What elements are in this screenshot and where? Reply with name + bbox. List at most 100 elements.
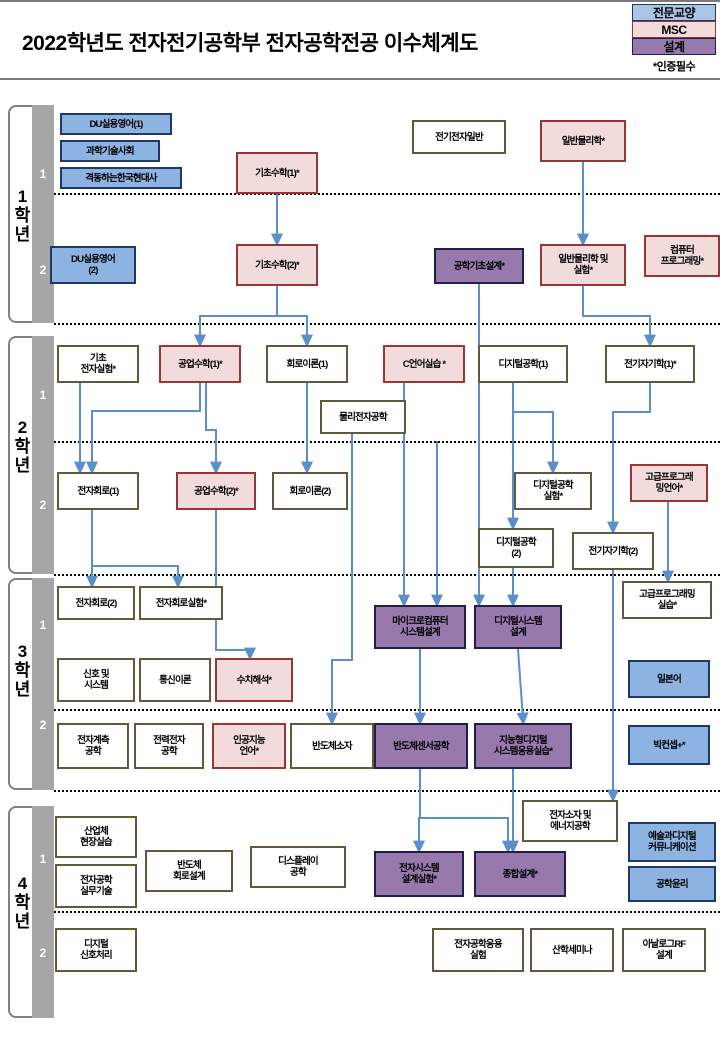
- course-box[interactable]: 고급프로그래밍 실습*: [622, 581, 712, 619]
- year-group-2: 2 학 년 1 2: [8, 336, 54, 574]
- course-box[interactable]: 일반물리학 및 실험*: [540, 244, 626, 286]
- course-box[interactable]: 기초수학(2)*: [236, 244, 318, 286]
- year-band: [32, 578, 54, 790]
- year-label-line: 학: [14, 206, 31, 225]
- course-label: 전력전자 공학: [153, 735, 186, 757]
- course-box[interactable]: 기초수학(1)*: [236, 152, 318, 194]
- course-label: 물리전자공학: [339, 411, 387, 423]
- year-group-3: 3 학 년 1 2: [8, 578, 54, 790]
- course-box[interactable]: 디지털 신호처리: [55, 928, 137, 972]
- course-box[interactable]: 반도체소자: [290, 723, 374, 769]
- course-label: 전자소자 및 에너지공학: [549, 810, 591, 832]
- course-label: 격동하는한국현대사: [85, 172, 157, 184]
- course-box[interactable]: 격동하는한국현대사: [60, 167, 182, 189]
- course-box[interactable]: 지능형디지털 시스템응용실습*: [474, 723, 572, 769]
- course-box[interactable]: 디지털시스템 설계: [474, 605, 562, 649]
- course-box[interactable]: 전자회로(1): [57, 472, 139, 510]
- course-box[interactable]: 마이크로컴퓨터 시스템설계: [374, 605, 466, 649]
- course-label: 아날로그RF 설계: [642, 939, 687, 961]
- legend-item-design: 설계: [632, 38, 716, 55]
- course-box[interactable]: 통신이론: [139, 658, 211, 702]
- semester-label-1-2: 2: [39, 263, 47, 277]
- course-box[interactable]: 아날로그RF 설계: [622, 928, 706, 972]
- year-group-4: 4 학 년 1 2: [8, 806, 54, 1018]
- course-box[interactable]: 빅컨셉+*: [628, 725, 710, 765]
- course-label: 고급프로그래 밍언어*: [645, 472, 693, 494]
- course-box[interactable]: 전기자기학(2): [572, 532, 654, 570]
- course-box[interactable]: 디지털공학(1): [478, 345, 568, 383]
- semester-label-3-1: 1: [39, 618, 47, 632]
- year-band: [32, 105, 54, 323]
- course-label: 회로이론(2): [289, 485, 332, 497]
- course-label: 인공지능 언어*: [233, 735, 266, 757]
- year-label-line: 3: [17, 642, 27, 661]
- course-box[interactable]: 전자회로실험*: [139, 586, 223, 620]
- course-label: C언어실습 *: [402, 358, 446, 370]
- course-box[interactable]: 산학세미나: [530, 928, 614, 972]
- course-box[interactable]: 전기자기학(1)*: [605, 345, 695, 383]
- course-box[interactable]: 전기전자일반: [412, 120, 506, 154]
- course-box[interactable]: 컴퓨터 프로그래밍*: [644, 235, 720, 277]
- course-label: 일반물리학*: [561, 135, 605, 147]
- course-box[interactable]: 일반물리학*: [540, 120, 626, 162]
- year-group-1: 1 학 년 1 2: [8, 105, 54, 323]
- course-box[interactable]: 일본어: [628, 660, 710, 698]
- course-box[interactable]: 반도체센서공학: [374, 723, 468, 769]
- course-box[interactable]: 전자소자 및 에너지공학: [522, 800, 618, 842]
- course-box[interactable]: 산업체 현장실습: [55, 816, 137, 858]
- course-box[interactable]: 회로이론(2): [272, 472, 348, 510]
- course-label: 신호 및 시스템: [83, 669, 109, 691]
- course-box[interactable]: 공학기초설계*: [434, 248, 524, 284]
- course-box[interactable]: 수치해석*: [215, 658, 293, 702]
- course-box[interactable]: 물리전자공학: [320, 400, 406, 434]
- course-box[interactable]: 기초 전자실험*: [57, 345, 139, 383]
- year-label-1: 1 학 년: [10, 187, 34, 244]
- course-box[interactable]: DU실용영어(1): [60, 113, 172, 135]
- course-box[interactable]: 전력전자 공학: [134, 723, 204, 769]
- course-box[interactable]: 전자시스템 설계실험*: [374, 851, 464, 897]
- page-title: 2022학년도 전자전기공학부 전자공학전공 이수체계도: [22, 32, 478, 55]
- course-box[interactable]: DU실용영어 (2): [50, 246, 136, 284]
- course-label: 기초수학(1)*: [255, 167, 300, 179]
- course-box[interactable]: 디지털공학 실험*: [514, 472, 592, 510]
- course-label: 디지털공학 (2): [496, 537, 536, 559]
- course-box[interactable]: 공업수학(2)*: [176, 472, 256, 510]
- course-box[interactable]: 인공지능 언어*: [212, 723, 286, 769]
- course-label: 반도체센서공학: [393, 740, 449, 752]
- year-band: [32, 806, 54, 1018]
- course-box[interactable]: 공업수학(1)*: [159, 345, 241, 383]
- course-box[interactable]: 회로이론(1): [266, 345, 348, 383]
- course-label: 디지털공학 실험*: [533, 480, 573, 502]
- course-box[interactable]: 전자계측 공학: [57, 723, 129, 769]
- year-label-line: 2: [17, 418, 27, 437]
- course-label: 예술과디지털 커뮤니케이션: [648, 831, 696, 853]
- semester-divider-3: [54, 709, 720, 711]
- course-box[interactable]: 전자공학응용 실험: [432, 928, 524, 972]
- course-label: 일반물리학 및 실험*: [558, 254, 608, 276]
- course-label: 전자시스템 설계실험*: [399, 863, 439, 885]
- year-label-3: 3 학 년: [10, 642, 34, 699]
- course-box[interactable]: 공학윤리: [628, 866, 716, 902]
- course-label: 디지털공학(1): [498, 358, 549, 370]
- semester-label-4-2: 2: [39, 946, 47, 960]
- year-label-line: 학: [14, 893, 31, 912]
- course-box[interactable]: 신호 및 시스템: [57, 658, 135, 702]
- course-box[interactable]: 고급프로그래 밍언어*: [630, 464, 708, 502]
- course-box[interactable]: 종합설계*: [474, 851, 566, 897]
- course-box[interactable]: 디지털공학 (2): [478, 528, 554, 568]
- course-label: 전자회로(1): [77, 485, 120, 497]
- course-label: 빅컨셉+*: [653, 739, 685, 751]
- semester-label-2-2: 2: [39, 498, 47, 512]
- course-box[interactable]: 전자회로(2): [57, 586, 135, 620]
- course-box[interactable]: 반도체 회로설계: [145, 850, 233, 892]
- course-label: 산학세미나: [552, 944, 592, 956]
- course-box[interactable]: 디스플레이 공학: [250, 846, 346, 888]
- course-box[interactable]: 과학기술사회: [60, 140, 160, 162]
- course-label: 전자계측 공학: [77, 735, 110, 757]
- course-box[interactable]: C언어실습 *: [383, 345, 465, 383]
- course-box[interactable]: 전자공학 실무기술: [55, 864, 137, 908]
- course-box[interactable]: 예술과디지털 커뮤니케이션: [628, 822, 716, 862]
- semester-label-2-1: 1: [39, 388, 47, 402]
- course-label: 전자회로실험*: [155, 597, 207, 609]
- course-label: 전자회로(2): [75, 597, 118, 609]
